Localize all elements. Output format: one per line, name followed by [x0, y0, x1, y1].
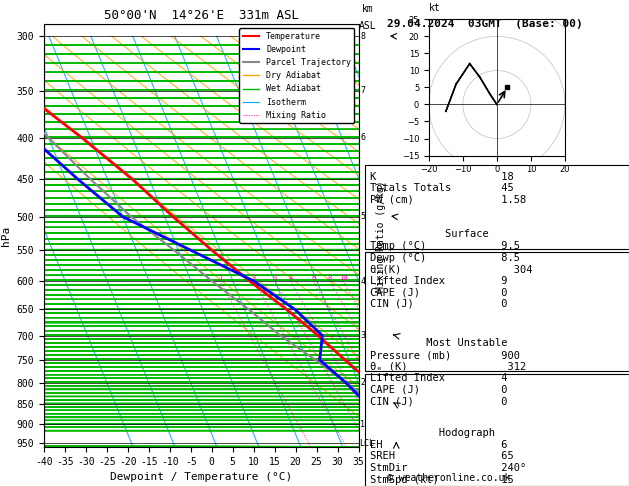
- Text: 6: 6: [311, 275, 315, 281]
- Text: K                    18
Totals Totals        45
PW (cm)              1.58: K 18 Totals Totals 45 PW (cm) 1.58: [370, 172, 526, 216]
- Text: 5: 5: [360, 212, 365, 221]
- Text: 1: 1: [218, 275, 222, 281]
- Title: 50°00'N  14°26'E  331m ASL: 50°00'N 14°26'E 331m ASL: [104, 9, 299, 22]
- Text: Mixing Ratio (g/kg): Mixing Ratio (g/kg): [376, 180, 386, 292]
- Text: 1: 1: [360, 420, 365, 429]
- Text: 29.04.2024  03GMT  (Base: 00): 29.04.2024 03GMT (Base: 00): [387, 19, 582, 30]
- Y-axis label: hPa: hPa: [1, 226, 11, 246]
- Text: 4: 4: [289, 275, 292, 281]
- Text: Surface             
Temp (°C)            9.5
Dewp (°C)            8.5
θₑ(K)    : Surface Temp (°C) 9.5 Dewp (°C) 8.5 θₑ(K…: [370, 229, 570, 321]
- Text: © weatheronline.co.uk: © weatheronline.co.uk: [387, 473, 510, 483]
- Text: kt: kt: [429, 3, 441, 13]
- Text: 2: 2: [252, 275, 256, 281]
- Text: 3: 3: [360, 331, 365, 340]
- Text: 4: 4: [360, 277, 365, 286]
- Text: ASL: ASL: [359, 20, 377, 31]
- Text: Most Unstable          
Pressure (mb)        900
θₑ (K)                312
Lifte: Most Unstable Pressure (mb) 900 θₑ (K) 3…: [370, 338, 570, 418]
- Text: 8: 8: [328, 275, 332, 281]
- Text: 3: 3: [273, 275, 277, 281]
- Text: km: km: [362, 3, 374, 14]
- X-axis label: Dewpoint / Temperature (°C): Dewpoint / Temperature (°C): [110, 472, 292, 483]
- Text: 2: 2: [360, 378, 365, 387]
- Text: 7: 7: [360, 86, 365, 95]
- Text: 6: 6: [360, 133, 365, 142]
- Text: 8: 8: [360, 32, 365, 41]
- Text: Hodograph            
EH                   6
SREH                 65
StmDir     : Hodograph EH 6 SREH 65 StmDir: [370, 428, 570, 486]
- Text: LCL: LCL: [359, 439, 374, 448]
- Text: 10: 10: [338, 275, 347, 281]
- Legend: Temperature, Dewpoint, Parcel Trajectory, Dry Adiabat, Wet Adiabat, Isotherm, Mi: Temperature, Dewpoint, Parcel Trajectory…: [240, 29, 354, 123]
